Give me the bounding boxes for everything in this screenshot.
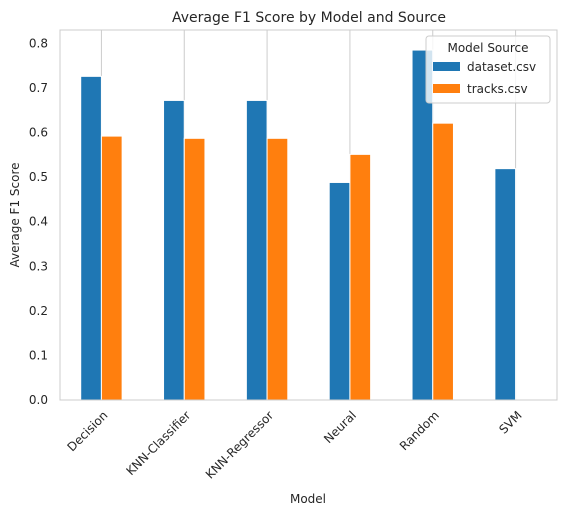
legend-label-dataset: dataset.csv xyxy=(467,60,536,74)
x-tick-label: KNN-Regressor xyxy=(203,408,276,481)
bars xyxy=(80,49,517,401)
x-tick-label: KNN-Classifier xyxy=(123,408,193,478)
y-tick-label: 0.4 xyxy=(29,215,48,229)
bar-tracks-csv-neural xyxy=(349,153,372,401)
bar-dataset-csv-knn-regressor xyxy=(245,99,268,401)
x-axis-label: Model xyxy=(290,492,326,506)
y-tick-label: 0.0 xyxy=(29,393,48,407)
y-ticks: 0.0 0.1 0.2 0.3 0.4 0.5 0.6 0.7 0.8 xyxy=(29,36,48,407)
y-tick-label: 0.3 xyxy=(29,259,48,273)
y-tick-label: 0.7 xyxy=(29,81,48,95)
legend-swatch-tracks xyxy=(433,84,460,93)
bar-tracks-csv-decision xyxy=(100,135,123,401)
y-tick-label: 0.8 xyxy=(29,36,48,50)
y-axis-label: Average F1 Score xyxy=(8,162,22,267)
legend-label-tracks: tracks.csv xyxy=(467,82,528,96)
bar-dataset-csv-decision xyxy=(80,75,102,401)
legend: Model Source dataset.csv tracks.csv xyxy=(425,35,551,104)
x-tick-label: Decision xyxy=(65,408,111,454)
legend-title: Model Source xyxy=(447,41,528,55)
x-tick-label: Random xyxy=(397,408,442,453)
legend-swatch-dataset xyxy=(433,62,460,71)
x-ticks: Decision KNN-Classifier KNN-Regressor Neura… xyxy=(65,408,525,481)
plot-frame xyxy=(59,29,558,401)
bar-dataset-csv-neural xyxy=(328,181,351,401)
bar-tracks-csv-knn-classifier xyxy=(183,137,206,401)
bar-tracks-csv-knn-regressor xyxy=(266,137,289,401)
bar-dataset-csv-knn-classifier xyxy=(163,99,185,401)
y-tick-label: 0.2 xyxy=(29,304,48,318)
chart-title: Average F1 Score by Model and Source xyxy=(172,10,446,26)
bar-tracks-csv-random xyxy=(432,122,454,401)
y-tick-label: 0.5 xyxy=(29,170,48,184)
y-tick-label: 0.1 xyxy=(29,348,48,362)
y-tick-label: 0.6 xyxy=(29,126,48,140)
x-tick-label: SVM xyxy=(496,408,524,436)
x-tick-label: Neural xyxy=(321,408,359,446)
bar-dataset-csv-svm xyxy=(494,168,517,401)
